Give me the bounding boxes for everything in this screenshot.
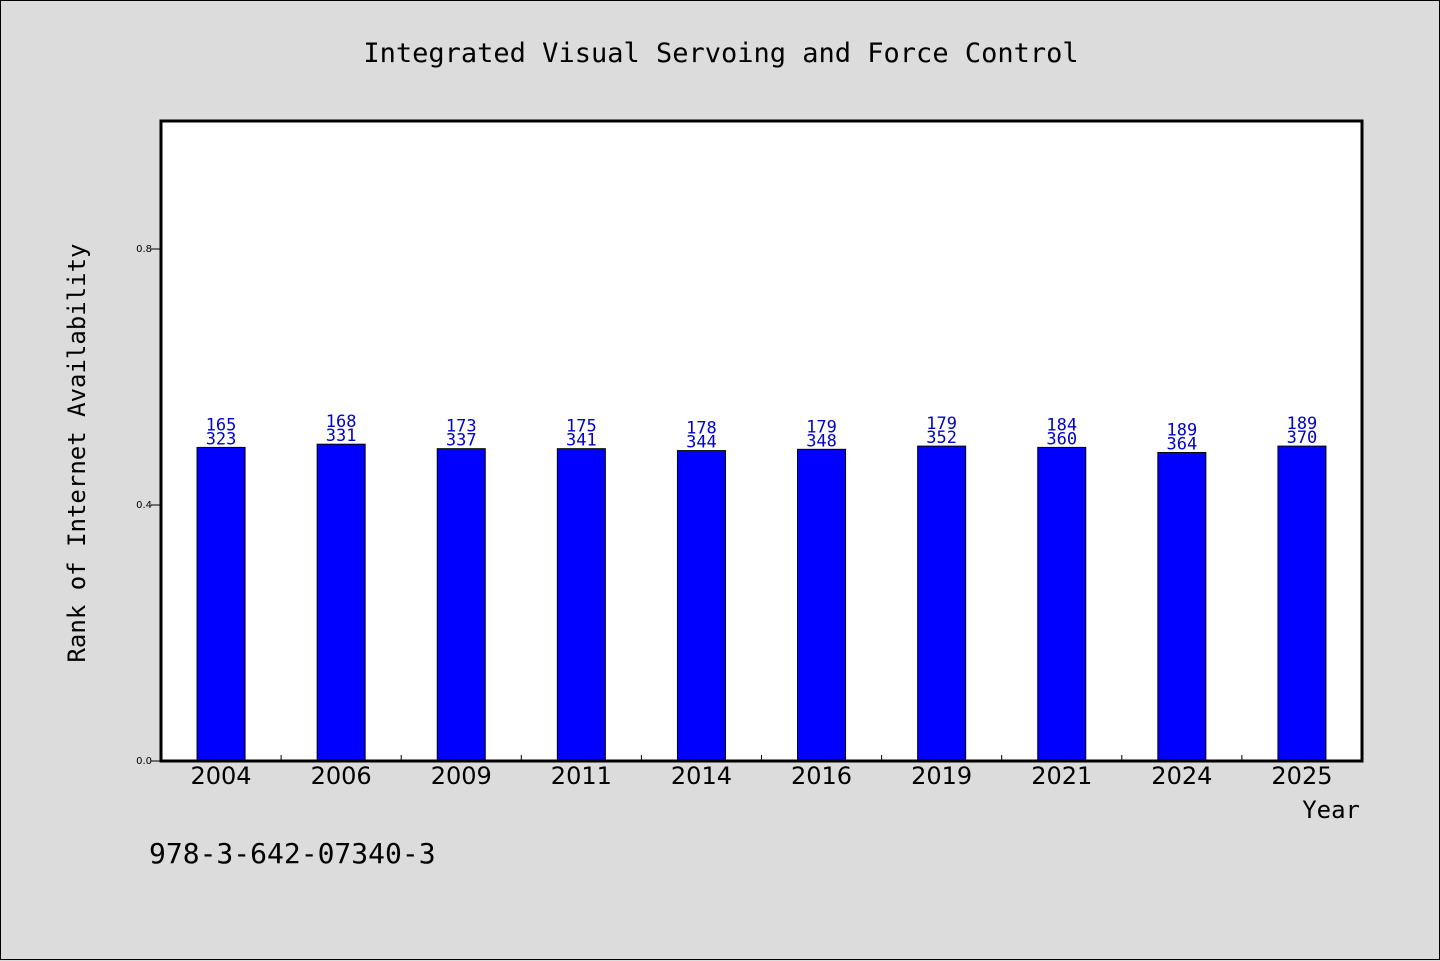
bar-label-bottom: 364 (1166, 435, 1197, 455)
bar-label-bottom: 337 (446, 431, 477, 451)
bar-label-bottom: 331 (326, 426, 357, 446)
bar-2019 (917, 445, 967, 762)
bar-label-top: 189 (1287, 414, 1318, 434)
x-tick-label: 2014 (671, 762, 732, 790)
y-tick-label: 0.4 (136, 500, 152, 511)
bar-2009 (436, 448, 486, 762)
x-tick-label: 2019 (911, 762, 972, 790)
bar-label-top: 165 (206, 415, 237, 435)
chart-title: Integrated Visual Servoing and Force Con… (363, 38, 1078, 69)
bar-label-top: 178 (686, 419, 717, 439)
bar-2011 (556, 448, 606, 762)
x-tick-label: 2004 (191, 762, 252, 790)
bar-label-bottom: 352 (926, 428, 957, 448)
bar-label-bottom: 348 (806, 431, 837, 451)
plot-border (159, 119, 1364, 763)
x-axis-label: Year (1302, 796, 1360, 824)
bar-2004 (196, 446, 246, 762)
bar-label-top: 175 (566, 417, 597, 437)
y-axis: 0.0 0.4 0.8 (136, 244, 161, 767)
x-tick-label: 2025 (1271, 762, 1332, 790)
bar-2021 (1037, 446, 1087, 762)
bar-label-bottom: 341 (566, 431, 597, 451)
bar-2025 (1277, 445, 1327, 762)
bar-label-top: 179 (926, 414, 957, 434)
bar-2014 (676, 450, 726, 762)
bar-label-bottom: 323 (206, 429, 237, 449)
bar-label-top: 173 (446, 417, 477, 437)
bar-2006 (316, 443, 366, 762)
bar-label-top: 184 (1046, 415, 1077, 435)
x-tick-label: 2021 (1031, 762, 1092, 790)
bar-label-top: 189 (1166, 421, 1197, 441)
x-tick-label: 2009 (431, 762, 492, 790)
bar-2024 (1157, 452, 1207, 762)
x-axis: 2004 2006 2009 2011 2014 2016 2019 2021 2024 2025 (191, 755, 1332, 790)
bar-label-bottom: 370 (1287, 428, 1318, 448)
bar-2016 (797, 448, 847, 762)
bar-label-top: 179 (806, 417, 837, 437)
y-axis-label: Rank of Internet Availability (63, 243, 91, 662)
x-tick-label: 2006 (311, 762, 372, 790)
footer-code: 978-3-642-07340-3 (149, 837, 436, 870)
y-tick-label: 0.8 (136, 244, 152, 255)
y-tick-label: 0.0 (136, 756, 152, 767)
bar-label-top: 168 (326, 412, 357, 432)
x-tick-label: 2016 (791, 762, 852, 790)
bar-label-bottom: 360 (1046, 429, 1077, 449)
x-tick-label: 2011 (551, 762, 612, 790)
x-tick-label: 2024 (1151, 762, 1212, 790)
bar-label-bottom: 344 (686, 433, 717, 453)
